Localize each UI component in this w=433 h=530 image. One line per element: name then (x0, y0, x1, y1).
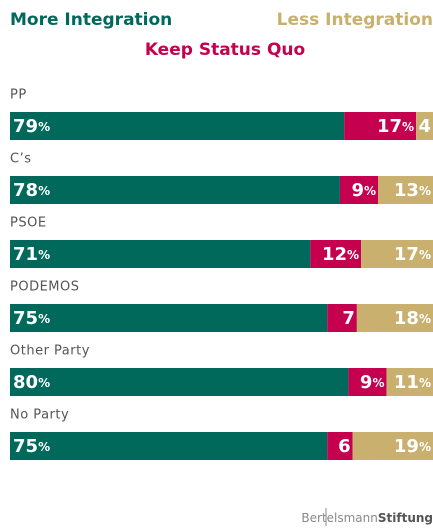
value-unit: % (419, 440, 431, 454)
value-number: 4 (418, 116, 431, 137)
value-number: 17 (377, 116, 402, 137)
category-label: C’s (10, 152, 31, 167)
value-unit: % (372, 376, 384, 390)
value-number: 9 (360, 372, 373, 393)
value-unit: % (419, 248, 431, 262)
value-label: 18% (394, 308, 431, 329)
bar-segment (310, 240, 362, 268)
bar-segment (344, 112, 417, 140)
value-label: 13% (394, 180, 431, 201)
value-label: 75% (13, 436, 50, 457)
value-number: 9 (351, 180, 364, 201)
bar-segment (10, 112, 345, 140)
value-number: 75 (13, 308, 38, 329)
brand: BertelsmannStiftung (301, 511, 433, 525)
bar-segment (416, 112, 433, 140)
value-unit: % (38, 184, 50, 198)
bar-segment (10, 176, 340, 204)
value-unit: % (402, 120, 414, 134)
value-label: 9% (351, 180, 376, 201)
brand-left: Bertelsmann (301, 511, 377, 525)
bar-segment (10, 368, 349, 396)
bar-segment (386, 368, 433, 396)
value-unit: % (38, 376, 50, 390)
value-label: 12% (322, 244, 359, 265)
value-number: 78 (13, 180, 38, 201)
value-label: 78% (13, 180, 50, 201)
bar-segment (378, 176, 433, 204)
value-number: 19 (394, 436, 419, 457)
legend-entry: Less Integration (277, 10, 433, 30)
value-number: 17 (394, 244, 419, 265)
value-label: 7 (342, 308, 355, 329)
category-label: PSOE (10, 216, 47, 231)
value-label: 75% (13, 308, 50, 329)
value-unit: % (364, 184, 376, 198)
value-label: 79% (13, 116, 50, 137)
value-label: 4 (418, 116, 431, 137)
value-unit: % (38, 312, 50, 326)
value-unit: % (419, 184, 431, 198)
value-label: 80% (13, 372, 50, 393)
value-unit: % (419, 376, 431, 390)
bar-segment (10, 240, 311, 268)
value-number: 71 (13, 244, 38, 265)
value-unit: % (38, 440, 50, 454)
category-label: PODEMOS (10, 280, 80, 295)
value-number: 13 (394, 180, 419, 201)
bar-segment (356, 304, 433, 332)
value-number: 75 (13, 436, 38, 457)
bar-segment (352, 432, 433, 460)
value-unit: % (347, 248, 359, 262)
value-number: 7 (342, 308, 355, 329)
value-label: 9% (360, 372, 385, 393)
brand-right: Stiftung (378, 511, 433, 525)
bar-segment (339, 176, 379, 204)
bar-segment (10, 304, 328, 332)
bar-segment (361, 240, 433, 268)
category-label: PP (10, 88, 27, 103)
value-unit: % (38, 248, 50, 262)
category-label: Other Party (10, 344, 90, 359)
value-label: 17% (377, 116, 414, 137)
value-number: 11 (394, 372, 419, 393)
value-label: 71% (13, 244, 50, 265)
value-number: 79 (13, 116, 38, 137)
bar-segment (348, 368, 387, 396)
bar-segment (327, 432, 353, 460)
value-number: 18 (394, 308, 419, 329)
value-label: 17% (394, 244, 431, 265)
value-number: 6 (338, 436, 351, 457)
value-number: 12 (322, 244, 347, 265)
value-unit: % (419, 312, 431, 326)
value-number: 80 (13, 372, 38, 393)
legend-entry: Keep Status Quo (145, 40, 305, 60)
category-label: No Party (10, 408, 69, 423)
value-unit: % (38, 120, 50, 134)
value-label: 6 (338, 436, 351, 457)
legend-entry: More Integration (10, 10, 172, 30)
bar-segment (10, 432, 328, 460)
value-label: 19% (394, 436, 431, 457)
bar-segment (327, 304, 357, 332)
value-label: 11% (394, 372, 431, 393)
